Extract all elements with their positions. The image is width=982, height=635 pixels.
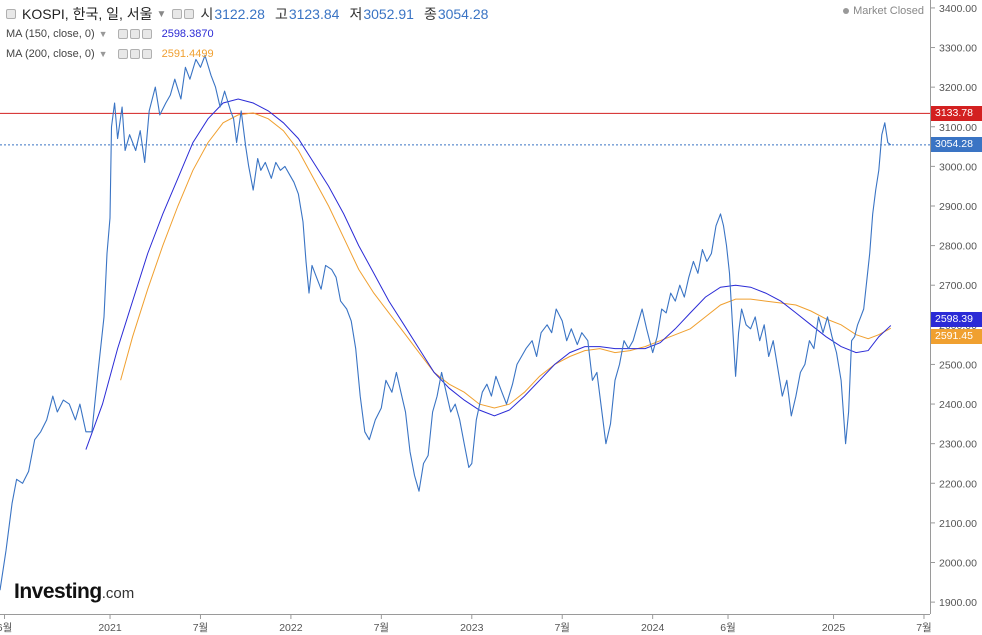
- indicator-ma200-value: 2591.4499: [161, 48, 214, 60]
- brand-suffix: .com: [101, 585, 135, 602]
- gear-icon[interactable]: [129, 49, 140, 59]
- x-tick-label: 2025: [822, 622, 846, 634]
- x-tick-label: 7월: [193, 622, 209, 634]
- chevron-down-icon[interactable]: ▼: [98, 29, 108, 39]
- y-axis-ticks: 3400.00 3300.00 3200.00 3100.00 3000.00 2900.…: [930, 3, 977, 609]
- ma150-line[interactable]: [85, 98, 892, 450]
- market-status-text: Market Closed: [853, 5, 924, 17]
- x-tick-label: 2022: [279, 622, 303, 634]
- high-label: 고: [274, 6, 288, 22]
- chevron-down-icon[interactable]: ▼: [98, 49, 108, 59]
- ma200-line[interactable]: [120, 112, 892, 409]
- y-tick-label: 2500.00: [939, 359, 977, 371]
- y-tick-label: 2200.00: [939, 478, 977, 490]
- chevron-down-icon[interactable]: ▼: [156, 8, 167, 20]
- close-value: 3054.28: [437, 6, 489, 22]
- y-tick-label: 2000.00: [939, 558, 977, 570]
- eye-icon[interactable]: [172, 9, 183, 19]
- y-tick-label: 3100.00: [939, 122, 977, 134]
- y-tick-label: 2400.00: [939, 399, 977, 411]
- y-tick-label: 3000.00: [939, 161, 977, 173]
- x-tick-label: 7월: [916, 622, 932, 634]
- ma200-price-tag: 2591.45: [931, 328, 982, 344]
- x-tick-label: 2024: [641, 622, 665, 634]
- low-value: 3052.91: [363, 6, 414, 22]
- collapse-icon[interactable]: [6, 9, 16, 19]
- indicator-ma150-label[interactable]: MA (150, close, 0): [6, 28, 95, 40]
- high-value: 3123.84: [288, 6, 340, 22]
- eye-icon[interactable]: [117, 49, 128, 59]
- open-value: 3122.28: [214, 6, 265, 22]
- y-tick-label: 1900.00: [939, 597, 977, 609]
- close-icon[interactable]: [141, 49, 152, 59]
- last-price-tag: 3054.28: [931, 137, 982, 153]
- y-tick-label: 2300.00: [939, 439, 977, 451]
- eye-icon[interactable]: [117, 29, 128, 39]
- x-tick-label: 7월: [554, 622, 570, 634]
- x-tick-label: 2023: [460, 622, 484, 634]
- x-tick-label: 6월: [0, 622, 12, 634]
- ma150-price-tag: 2598.39: [931, 311, 982, 327]
- indicator-ma150-value: 2598.3870: [161, 28, 214, 40]
- y-tick-label: 3300.00: [939, 43, 977, 55]
- x-axis-ticks: 6월 2021 7월 2022 7월 2023 7월 2024 6월 2025 7월: [0, 614, 932, 634]
- y-tick-label: 2900.00: [939, 201, 977, 213]
- low-label: 저: [349, 6, 363, 22]
- gear-icon[interactable]: [184, 9, 195, 19]
- indicator-ma200-label[interactable]: MA (200, close, 0): [6, 48, 95, 60]
- indicator-ma150: MA (150, close, 0) ▼ 2598.3870: [6, 26, 214, 42]
- chart-header: KOSPI, 한국, 일, 서울 ▼ 시 3122.28 고 3123.84 저…: [6, 4, 488, 24]
- close-label: 종: [423, 6, 437, 22]
- y-tick-label: 2100.00: [939, 518, 977, 530]
- market-status: Market Closed: [843, 5, 924, 17]
- price-line[interactable]: [0, 54, 892, 591]
- x-tick-label: 2021: [98, 622, 122, 634]
- x-tick-label: 6월: [720, 622, 736, 634]
- brand-logo: Investing.com: [14, 580, 134, 604]
- x-tick-label: 7월: [374, 622, 390, 634]
- y-tick-label: 2800.00: [939, 241, 977, 253]
- status-dot-icon: [843, 8, 850, 15]
- open-label: 시: [200, 6, 214, 22]
- close-icon[interactable]: [141, 29, 152, 39]
- indicator-ma200: MA (200, close, 0) ▼ 2591.4499: [6, 46, 214, 62]
- y-tick-label: 2700.00: [939, 280, 977, 292]
- brand-name: Investing: [14, 580, 102, 603]
- y-tick-label: 3200.00: [939, 82, 977, 94]
- symbol-title[interactable]: KOSPI, 한국, 일, 서울: [22, 6, 153, 22]
- y-tick-label: 3400.00: [939, 3, 977, 15]
- gear-icon[interactable]: [129, 29, 140, 39]
- level-price-tag: 3133.78: [931, 105, 982, 121]
